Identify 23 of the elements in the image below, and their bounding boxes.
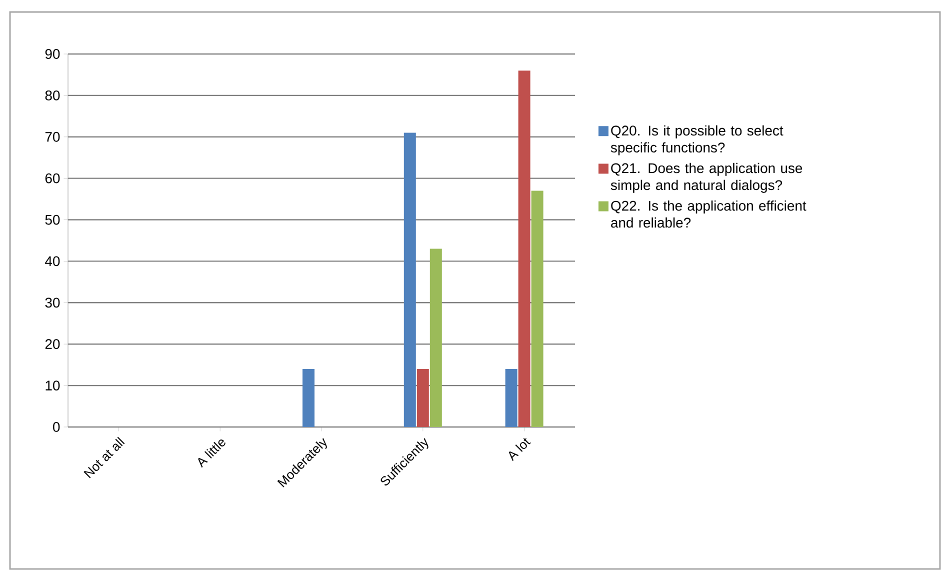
x-tick-label: A little <box>198 440 226 468</box>
y-tick-label: 0 <box>53 422 60 432</box>
bar <box>505 368 518 427</box>
y-tick-label: 60 <box>45 173 60 184</box>
legend-label: Q21. Does the application use simple and natural dialogs? <box>610 162 802 193</box>
x-tick-label: Not at all <box>84 436 125 478</box>
bar <box>430 248 442 427</box>
y-tick-label: 20 <box>45 339 60 350</box>
y-tick-label: 10 <box>46 380 60 390</box>
legend-label: Q22. Is the application efficient and reliable? <box>611 200 806 228</box>
bar <box>416 368 429 427</box>
bar <box>302 368 315 427</box>
legend-label: Q20. Is it possible to select specific functions? <box>610 125 784 156</box>
y-tick-label: 80 <box>45 90 60 100</box>
bar <box>404 132 416 427</box>
y-tick-label: 90 <box>45 49 60 59</box>
y-tick-label: 30 <box>45 298 60 308</box>
y-tick-label: 50 <box>45 214 60 225</box>
y-tick-label: 40 <box>45 256 60 266</box>
bar <box>531 190 544 427</box>
bar <box>518 70 530 427</box>
x-tick-label: A lot <box>508 438 531 462</box>
y-tick-label: 70 <box>45 132 60 142</box>
